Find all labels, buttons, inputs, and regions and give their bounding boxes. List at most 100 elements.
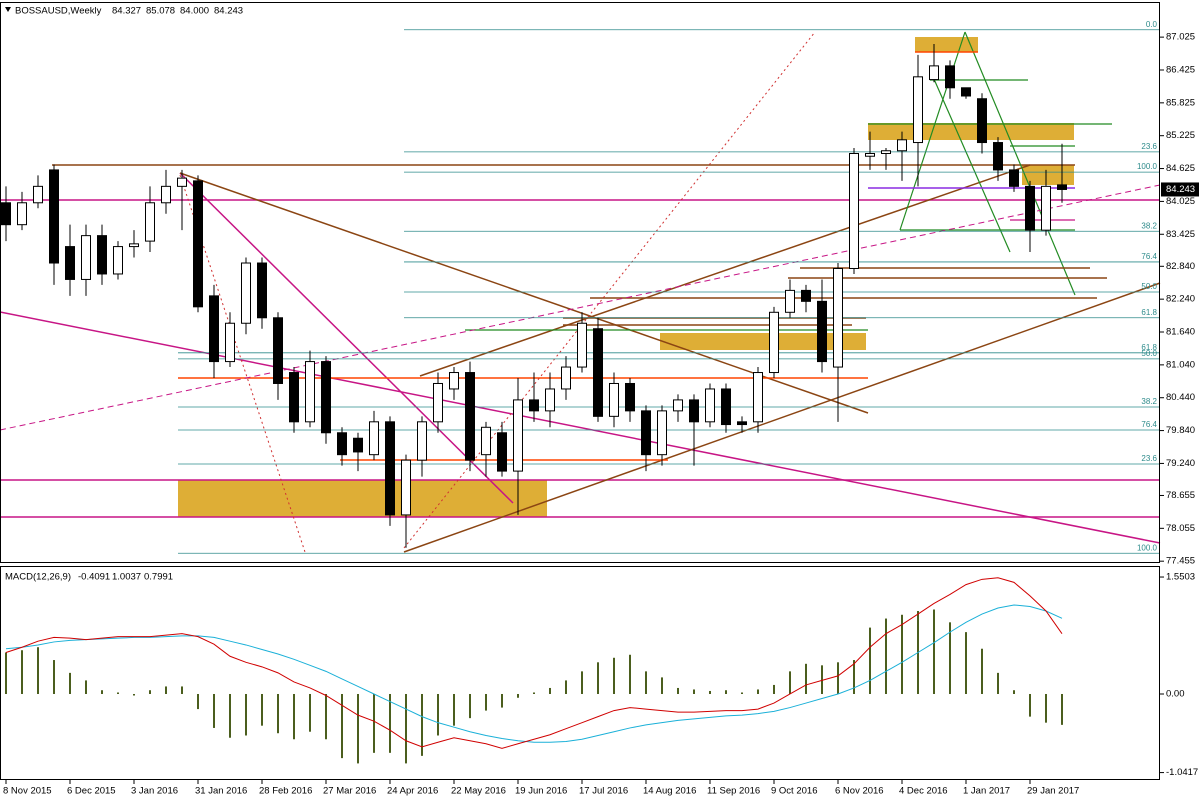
candle-body bbox=[177, 177, 187, 187]
x-tick-label: 14 Aug 2016 bbox=[643, 786, 696, 797]
histogram-bar bbox=[1029, 693, 1031, 717]
histogram-bar bbox=[1013, 690, 1015, 694]
x-tick-label: 4 Dec 2016 bbox=[899, 786, 948, 797]
histogram-bar bbox=[709, 690, 711, 694]
histogram-bar bbox=[53, 660, 55, 694]
histogram-bar bbox=[1061, 693, 1063, 725]
chart-title: BOSSAUSD,Weekly bbox=[15, 6, 102, 17]
candle-body bbox=[225, 322, 235, 363]
histogram-bar bbox=[533, 692, 535, 694]
histogram-bar bbox=[757, 689, 759, 694]
macd-signal: 1.0037 bbox=[112, 572, 141, 583]
histogram-bar bbox=[69, 672, 71, 694]
x-tick-label: 6 Nov 2016 bbox=[835, 786, 884, 797]
zone bbox=[1022, 165, 1074, 185]
x-tick-label: 17 Jul 2016 bbox=[579, 786, 628, 797]
y-tick-label: 82.840 bbox=[1166, 261, 1195, 272]
candle-body bbox=[673, 399, 683, 412]
candle-body bbox=[321, 361, 331, 434]
zone bbox=[178, 480, 547, 517]
histogram-bar bbox=[821, 665, 823, 694]
candle-body bbox=[113, 246, 123, 275]
histogram-bar bbox=[693, 689, 695, 694]
x-tick-label: 11 Sep 2016 bbox=[707, 786, 760, 797]
menu-icon[interactable] bbox=[5, 7, 11, 12]
signal-line bbox=[5, 604, 1063, 743]
candle-body bbox=[513, 399, 523, 472]
histogram-bar bbox=[405, 693, 407, 764]
histogram-bar bbox=[389, 693, 391, 753]
fib-label: 23.6 bbox=[1141, 142, 1157, 151]
candle-body bbox=[705, 388, 715, 423]
y-tick-label: 78.055 bbox=[1166, 523, 1195, 534]
candle-body bbox=[337, 432, 347, 456]
candle-body bbox=[657, 410, 667, 456]
histogram-bar bbox=[997, 672, 999, 694]
histogram-bar bbox=[485, 693, 487, 711]
histogram-bar bbox=[213, 693, 215, 728]
candle-body bbox=[529, 399, 539, 412]
histogram-bar bbox=[789, 671, 791, 694]
y-tick-label: 80.440 bbox=[1166, 392, 1195, 403]
candle-body bbox=[753, 372, 763, 423]
x-tick-label: 1 Jan 2017 bbox=[963, 786, 1010, 797]
x-tick-label: 29 Jan 2017 bbox=[1027, 786, 1079, 797]
x-tick-label: 22 May 2016 bbox=[451, 786, 506, 797]
candle-body bbox=[145, 202, 155, 242]
fib-label: 38.2 bbox=[1141, 397, 1157, 406]
candle-body bbox=[769, 311, 779, 374]
candle-body bbox=[785, 289, 795, 313]
candle-body bbox=[545, 388, 555, 412]
candle-body bbox=[161, 185, 171, 204]
y-tick-label: 87.025 bbox=[1166, 32, 1195, 43]
dashed-trendline bbox=[0, 184, 1161, 431]
candle-body bbox=[353, 437, 363, 453]
histogram-bar bbox=[85, 680, 87, 694]
candle-body bbox=[241, 262, 251, 324]
candle-body bbox=[209, 295, 219, 363]
candle-body bbox=[641, 410, 651, 456]
x-tick-label: 27 Mar 2016 bbox=[323, 786, 376, 797]
histogram-bar bbox=[421, 693, 423, 756]
trendline bbox=[419, 164, 1031, 377]
histogram-bar bbox=[677, 687, 679, 694]
y-tick-label: 79.240 bbox=[1166, 458, 1195, 469]
macd-title: MACD(12,26,9) bbox=[5, 572, 71, 583]
candle-body bbox=[865, 152, 875, 157]
candle-body bbox=[401, 459, 411, 516]
histogram-bar bbox=[837, 662, 839, 694]
histogram-bar bbox=[325, 693, 327, 740]
x-tick-label: 19 Jun 2016 bbox=[515, 786, 567, 797]
candle-body bbox=[481, 426, 491, 456]
trendline bbox=[0, 311, 1161, 544]
candle-body bbox=[881, 150, 891, 154]
fib-label: 76.4 bbox=[1141, 252, 1157, 261]
candle-body bbox=[577, 322, 587, 368]
y-tick-label: 1.5503 bbox=[1166, 572, 1195, 583]
candle-body bbox=[833, 267, 843, 368]
candle-body bbox=[417, 421, 427, 461]
x-tick-label: 31 Jan 2016 bbox=[195, 786, 247, 797]
macd-frame bbox=[0, 566, 1160, 780]
candle-body bbox=[801, 289, 811, 302]
histogram-bar bbox=[949, 622, 951, 694]
marks: 0.023.6100.038.276.450.061.861.850.038.2… bbox=[1, 20, 1199, 797]
fib-label: 0.0 bbox=[1146, 20, 1158, 29]
histogram-bar bbox=[373, 693, 375, 753]
candle-body bbox=[609, 382, 619, 417]
histogram-bar bbox=[901, 614, 903, 694]
candle-body bbox=[97, 235, 107, 275]
trendline bbox=[929, 69, 1011, 253]
candle-body bbox=[65, 246, 75, 280]
x-tick-label: 28 Feb 2016 bbox=[259, 786, 312, 797]
histogram-bar bbox=[549, 687, 551, 694]
histogram-bar bbox=[261, 693, 263, 726]
histogram-bar bbox=[165, 686, 167, 694]
histogram-bar bbox=[565, 680, 567, 694]
histogram-bar bbox=[197, 693, 199, 710]
candle-body bbox=[193, 180, 203, 308]
histogram-bar bbox=[933, 609, 935, 694]
histogram-bar bbox=[629, 654, 631, 694]
candle-body bbox=[129, 243, 139, 248]
